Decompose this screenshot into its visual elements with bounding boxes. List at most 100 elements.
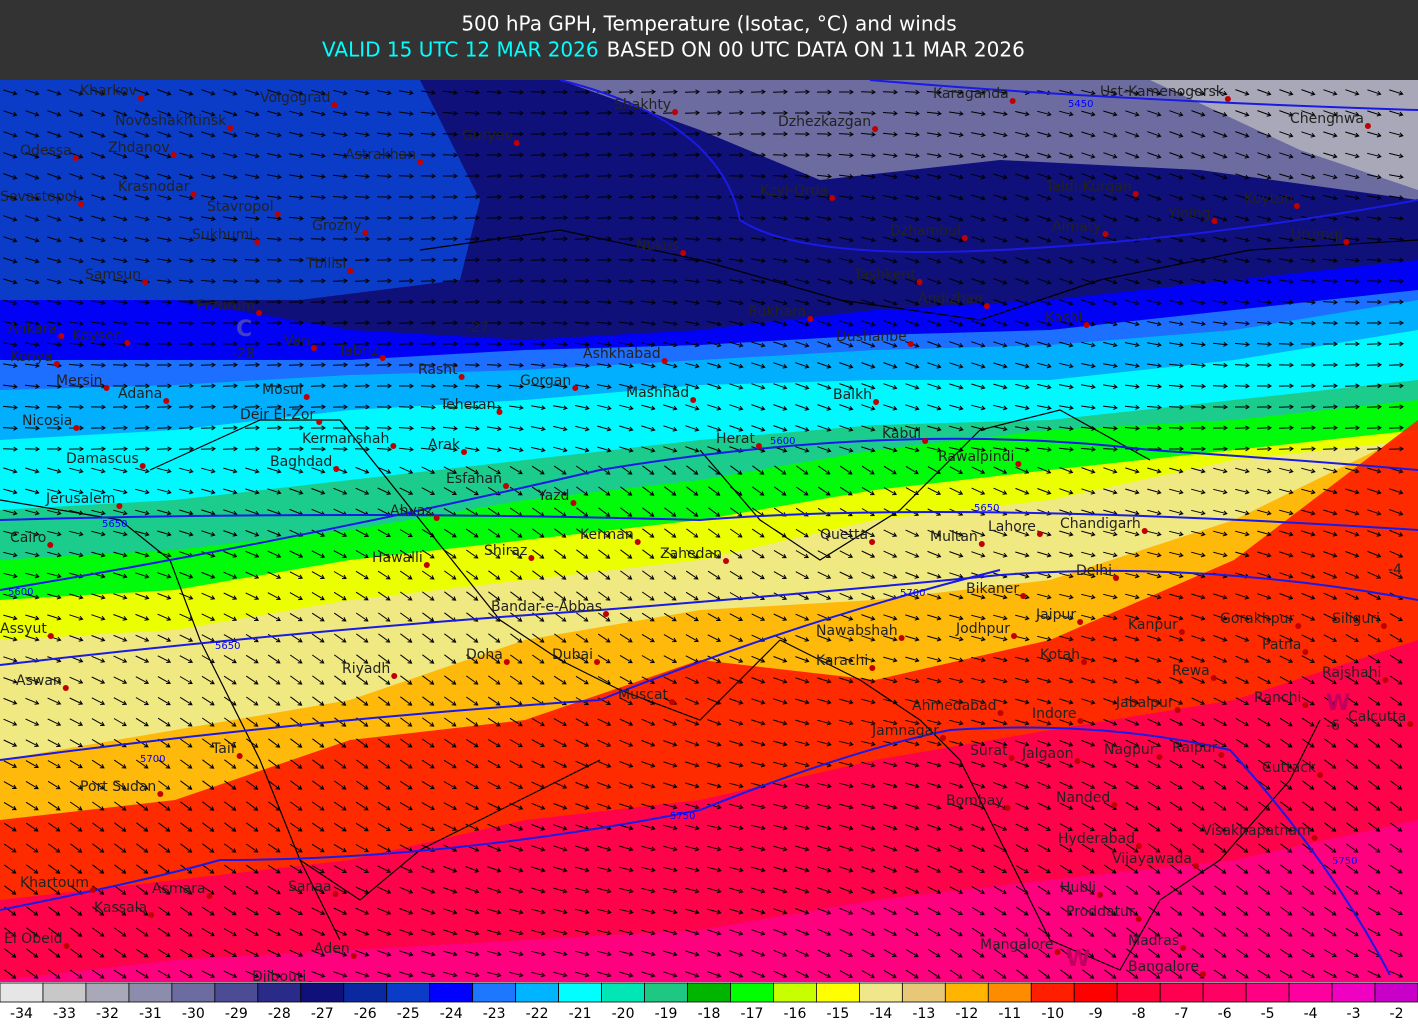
city-label: Jabalpur [1115, 695, 1174, 711]
contour-label: 5750 [1332, 856, 1357, 867]
city-dot [603, 611, 610, 617]
city-dot [570, 500, 577, 506]
city-label: Riyadh [342, 661, 390, 677]
city-dot [163, 398, 170, 404]
city-label: Guryev [462, 128, 513, 144]
city-dot [206, 893, 213, 899]
city-dot [869, 539, 876, 545]
legend-label: -27 [311, 1006, 334, 1022]
city-label: Nanded [1056, 790, 1110, 806]
legend-swatch [1202, 982, 1247, 1003]
city-dot [236, 753, 243, 759]
legend-swatch [343, 982, 388, 1003]
city-dot [1097, 892, 1104, 898]
city-dot [73, 425, 80, 431]
city-label: Teheran [439, 397, 495, 413]
legend-label: -12 [955, 1006, 978, 1022]
contour-label: 5650 [215, 641, 240, 652]
city-label: Delhi [1076, 563, 1112, 579]
city-label: Krasnodar [118, 179, 190, 195]
legend-swatch [773, 982, 817, 1003]
city-dot [316, 419, 323, 425]
city-label: Mashhad [626, 385, 689, 401]
city-dot [308, 981, 313, 982]
city-label: Proddatur [1066, 904, 1135, 920]
city-dot [916, 279, 923, 285]
city-dot [1364, 123, 1371, 129]
city-label: Hubli [1060, 880, 1096, 896]
city-dot [1074, 758, 1081, 764]
legend-swatch [1073, 982, 1118, 1003]
city-label: Ankara [8, 321, 57, 337]
contour-label: 5750 [670, 811, 695, 822]
legend-swatch [1116, 982, 1161, 1003]
city-dot [1295, 623, 1302, 629]
city-label: Indore [1032, 706, 1077, 722]
city-dot [496, 409, 503, 415]
legend-swatch [85, 982, 130, 1003]
city-dot [1156, 754, 1163, 760]
city-label: Ahmedabad [912, 698, 997, 714]
isotac-label: -6 [1326, 718, 1340, 734]
city-dot [157, 791, 164, 797]
title-bar [0, 0, 1418, 80]
height-contour [0, 511, 1418, 531]
city-label: Konya [10, 349, 53, 365]
city-label: Rajshahi [1322, 665, 1381, 681]
city-dot [1083, 322, 1090, 328]
city-label: Novoshakhtinsk [115, 113, 227, 129]
city-dot [433, 515, 440, 521]
city-dot [1343, 239, 1350, 245]
city-label: Calcutta [1348, 709, 1406, 725]
isotac-label: -28 [232, 346, 255, 362]
city-label: Patna [1262, 637, 1301, 653]
city-dot [227, 125, 234, 131]
legend-label: -16 [784, 1006, 807, 1022]
height-contour [0, 569, 1418, 666]
city-label: Volgograd [260, 90, 331, 106]
city-label: Shakhty [614, 97, 671, 113]
city-label: Grozny [312, 218, 361, 234]
city-label: Raipur [1172, 740, 1218, 756]
legend-swatch [429, 982, 474, 1003]
title: 500 hPa GPH, Temperature (Isotac, °C) an… [461, 12, 956, 36]
city-dot [1008, 755, 1015, 761]
legend-swatch [730, 982, 774, 1003]
city-label: Odessa [20, 143, 72, 159]
valid-time: VALID 15 UTC 12 MAR 2026 [322, 38, 599, 62]
city-dot [940, 735, 947, 741]
city-label: Ranchi [1254, 690, 1301, 706]
city-dot [423, 562, 430, 568]
city-dot [1380, 623, 1387, 629]
legend-swatch [1159, 982, 1204, 1003]
legend-label: -7 [1175, 1006, 1189, 1022]
border-line [779, 639, 1321, 971]
city-dot [391, 673, 398, 679]
city-label: Adana [118, 386, 162, 402]
isotac-label: -4 [1388, 562, 1402, 578]
contour-label: 5700 [900, 588, 925, 599]
legend-swatch [1245, 982, 1290, 1003]
city-dot [1302, 702, 1309, 708]
city-dot [1311, 835, 1318, 841]
city-label: Yazd [537, 488, 569, 504]
city-dot [1317, 772, 1324, 778]
city-label: Kanpur [1128, 617, 1178, 633]
legend-label: -9 [1089, 1006, 1103, 1022]
city-dot [872, 126, 879, 132]
city-label: Andizhan [918, 291, 983, 307]
city-dot [1210, 675, 1217, 681]
legend-label: -32 [96, 1006, 119, 1022]
legend-label: -10 [1041, 1006, 1064, 1022]
city-dot [1081, 659, 1087, 665]
city-dot [869, 665, 876, 671]
legend-label: -14 [869, 1006, 892, 1022]
city-label: Surat [970, 743, 1008, 759]
city-dot [390, 443, 397, 449]
city-dot [1132, 191, 1139, 197]
city-dot [634, 539, 641, 545]
city-dot [829, 195, 836, 201]
city-dot [142, 279, 149, 285]
city-label: Jerusalem [45, 491, 115, 507]
city-label: Hawalli [372, 550, 423, 566]
